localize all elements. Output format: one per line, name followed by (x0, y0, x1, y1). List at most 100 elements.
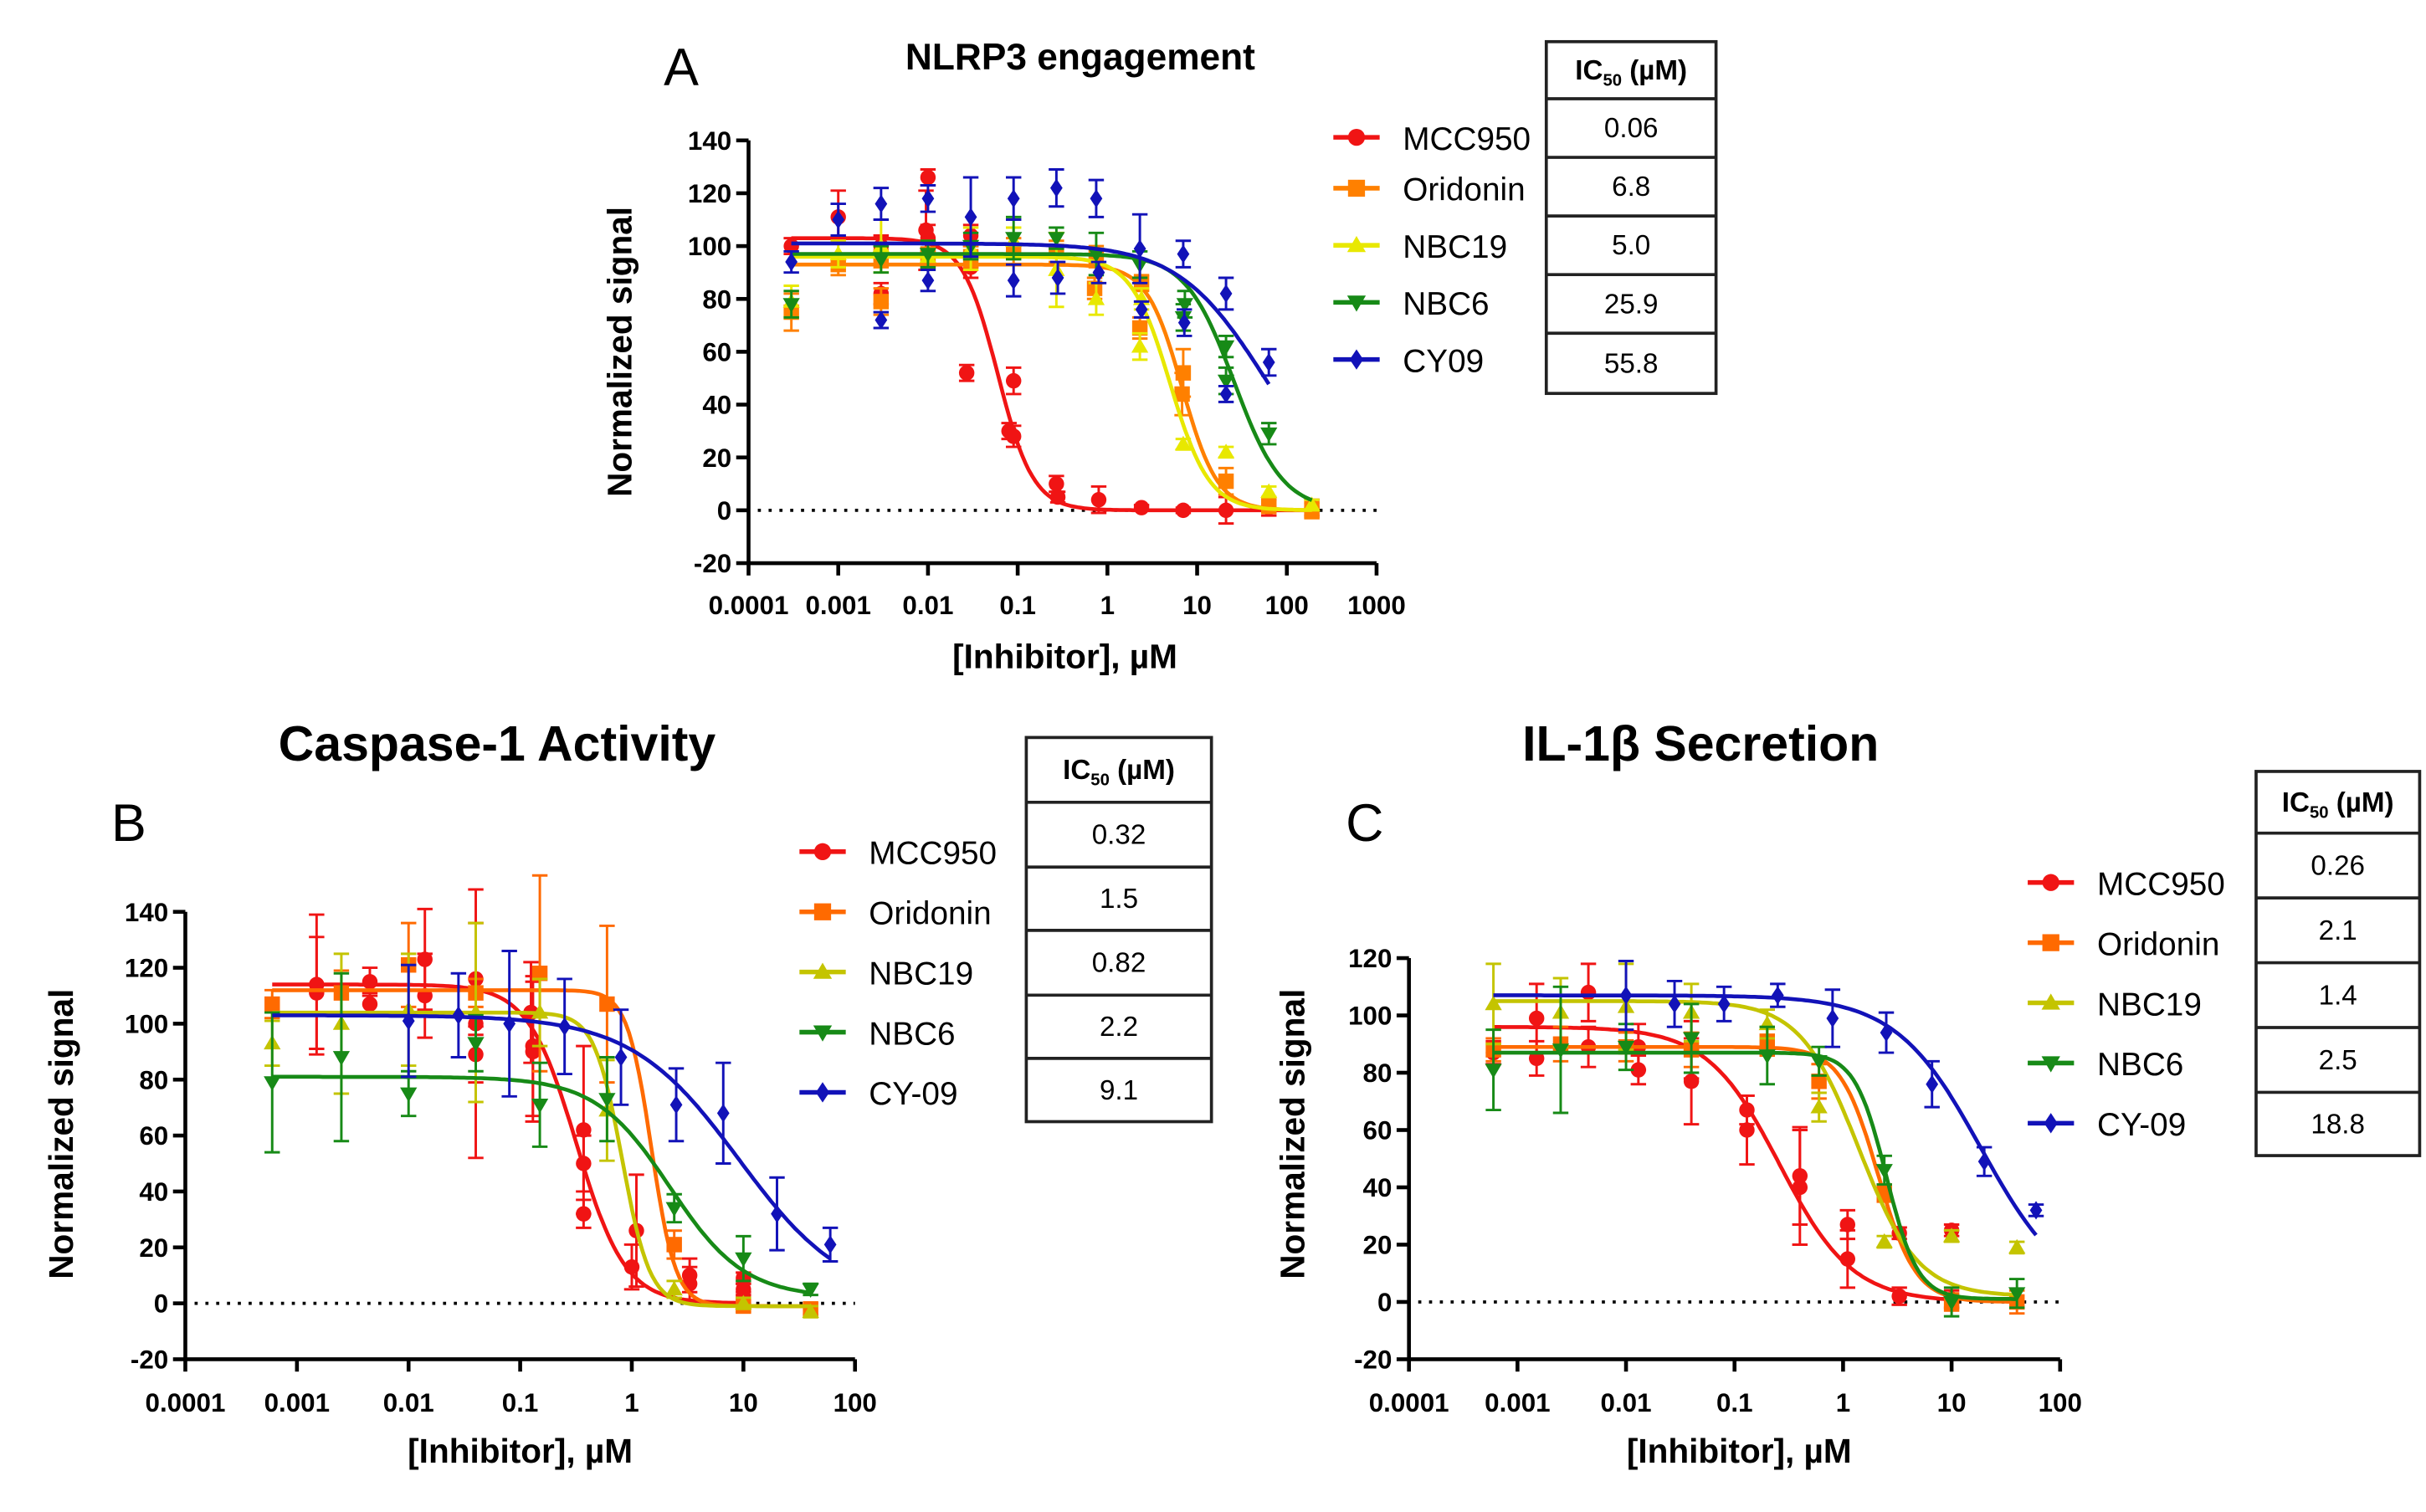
series-NBC6 (782, 215, 1313, 502)
header-subscript: 50 (1090, 771, 1110, 790)
x-tick-label: 0.001 (805, 591, 870, 620)
series-MCC950 (783, 168, 1320, 525)
data-point (802, 1283, 819, 1299)
y-tick-label: 120 (688, 179, 731, 208)
data-point (1682, 1032, 1700, 1048)
legend-item: NBC19 (799, 956, 973, 992)
x-tick-label: 0.1 (999, 591, 1036, 620)
y-tick-label: 40 (1363, 1173, 1393, 1202)
data-point (1090, 492, 1107, 508)
legend-item: NBC19 (1333, 229, 1507, 265)
panel-B: B Caspase-1 Activity Normalized signal [Inh… (42, 716, 1213, 1470)
y-axis-label: Normalized signal (1273, 989, 1311, 1279)
data-point (1219, 284, 1233, 303)
panel-A: A NLRP3 engagement Normalized signal [Inhib… (600, 37, 1718, 675)
legend-label: NBC19 (2097, 987, 2202, 1023)
legend-label: CY09 (1403, 343, 1484, 379)
legend-item: Oridonin (1333, 172, 1526, 208)
y-tick-label: 60 (139, 1121, 168, 1151)
fit-curve (791, 252, 1313, 502)
data-point (1092, 263, 1105, 282)
data-point (872, 253, 890, 269)
data-point (958, 365, 975, 381)
legend-marker (813, 843, 832, 860)
legend-marker (2044, 1113, 2058, 1134)
data-point (599, 996, 615, 1012)
table-cell-ic50: 9.1 (1100, 1075, 1138, 1106)
data-point (1176, 298, 1194, 313)
data-point (1133, 500, 1150, 515)
legend-label: NBC6 (1403, 286, 1489, 322)
legend-label: MCC950 (2097, 866, 2225, 902)
x-tick-label: 100 (1265, 591, 1309, 620)
legend-marker (1347, 179, 1366, 197)
x-tick-label: 0.0001 (146, 1388, 226, 1417)
table-cell-ic50: 25.9 (1604, 289, 1659, 320)
legend-item: NBC6 (799, 1016, 956, 1052)
data-point (1810, 1098, 1828, 1114)
data-point (1260, 483, 1278, 499)
table-cell-ic50: 0.26 (2311, 850, 2365, 881)
header-ic: IC (2282, 787, 2310, 818)
legend-item: NBC6 (2028, 1047, 2183, 1083)
data-point (1177, 313, 1191, 332)
x-axis-label: [Inhibitor], µM (1627, 1432, 1852, 1470)
legend-item: MCC950 (799, 836, 997, 872)
y-tick-label: 140 (688, 126, 731, 156)
data-point (264, 1076, 281, 1091)
table-cell-ic50: 1.5 (1100, 884, 1138, 915)
data-point (598, 1093, 616, 1108)
y-tick-label: -20 (131, 1345, 168, 1375)
y-tick-label: 60 (1363, 1116, 1393, 1146)
data-point (1485, 1064, 1502, 1079)
data-point (1049, 178, 1063, 197)
x-tick-label: 0.0001 (1369, 1388, 1449, 1417)
y-tick-label: 40 (139, 1177, 168, 1207)
legend-item: MCC950 (1333, 121, 1531, 157)
data-point (1875, 1164, 1893, 1179)
legend-item: CY09 (1333, 343, 1484, 379)
table-cell-ic50: 0.82 (1092, 948, 1146, 979)
table-cell-ic50: 2.2 (1100, 1012, 1138, 1043)
data-point (1262, 352, 1275, 372)
series-CY09 (783, 168, 1277, 403)
data-point (1485, 995, 1502, 1011)
data-point (1087, 290, 1105, 305)
data-point (665, 1202, 683, 1217)
x-tick-label: 1 (1100, 591, 1115, 620)
legend-marker (1346, 295, 1367, 312)
header-unit: (µM) (1622, 55, 1687, 86)
legend-marker (2042, 934, 2059, 951)
data-point (921, 189, 935, 208)
table-cell-ic50: 2.1 (2319, 915, 2357, 946)
data-point (1049, 489, 1066, 505)
table-cell-ic50: 6.8 (1612, 172, 1650, 202)
legend-label: NBC6 (2097, 1047, 2183, 1083)
data-point (1087, 248, 1105, 263)
data-point (1528, 1010, 1545, 1027)
data-point (1260, 427, 1278, 443)
table-cell-ic50: 2.5 (2319, 1045, 2357, 1076)
data-point (1177, 244, 1190, 264)
data-point (2008, 1238, 2026, 1254)
y-tick-label: 20 (139, 1233, 168, 1263)
data-point (1826, 1008, 1839, 1028)
legend-item: Oridonin (2028, 926, 2219, 962)
legend-marker (813, 903, 832, 920)
legend-label: Oridonin (1403, 172, 1525, 208)
data-point (1217, 340, 1235, 356)
legend-marker (1347, 128, 1366, 146)
chart-title: NLRP3 engagement (905, 37, 1255, 78)
header-unit: (µM) (1110, 755, 1175, 786)
table-cell-ic50: 5.0 (1612, 230, 1650, 261)
y-axis-label: Normalized signal (600, 207, 639, 497)
x-tick-label: 0.001 (1485, 1388, 1550, 1417)
data-point (665, 1280, 683, 1296)
data-point (1131, 320, 1148, 336)
data-point (782, 298, 800, 313)
data-point (771, 1204, 783, 1223)
legend-item: MCC950 (2028, 866, 2225, 902)
fit-curve (272, 1013, 832, 1261)
series-NBC6 (1485, 985, 2026, 1318)
fit-curve (791, 241, 1271, 386)
